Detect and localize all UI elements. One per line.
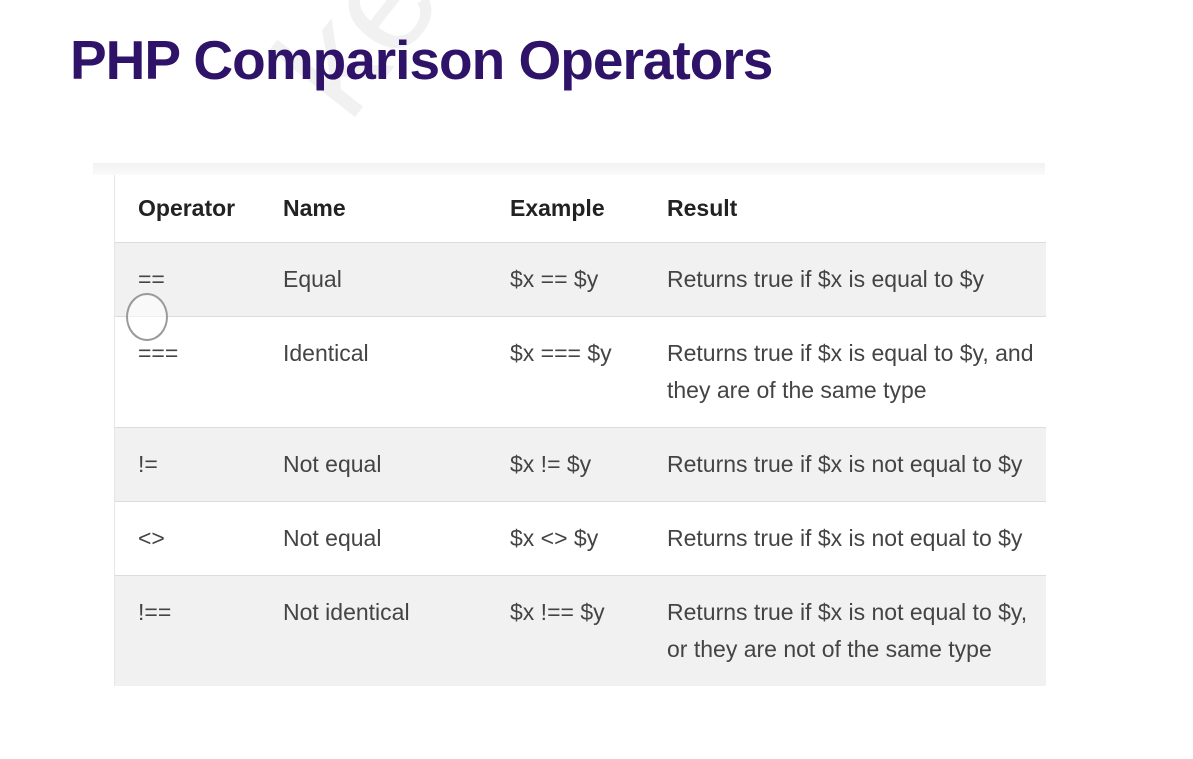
cell-example: $x != $y <box>497 427 654 502</box>
cell-operator: !== <box>115 575 270 686</box>
cell-name: Not identical <box>270 575 497 686</box>
page-title: PHP Comparison Operators <box>70 29 773 91</box>
table-row: !== Not identical $x !== $y Returns true… <box>115 575 1046 686</box>
mouse-cursor-highlight <box>126 293 168 341</box>
table-row: == Equal $x == $y Returns true if $x is … <box>115 242 1046 317</box>
cell-name: Identical <box>270 316 497 428</box>
cell-result: Returns true if $x is not equal to $y, o… <box>654 575 1046 686</box>
operators-table-container: Operator Name Example Result == Equal $x… <box>114 175 1046 686</box>
cell-name: Not equal <box>270 427 497 502</box>
table-top-shadow <box>93 163 1045 175</box>
table-row: <> Not equal $x <> $y Returns true if $x… <box>115 501 1046 576</box>
cell-result: Returns true if $x is equal to $y <box>654 242 1046 317</box>
operators-table: Operator Name Example Result == Equal $x… <box>115 175 1046 686</box>
cell-result: Returns true if $x is not equal to $y <box>654 427 1046 502</box>
cell-name: Equal <box>270 242 497 317</box>
table-row: != Not equal $x != $y Returns true if $x… <box>115 427 1046 502</box>
cell-example: $x !== $y <box>497 575 654 686</box>
header-result: Result <box>654 175 1046 243</box>
header-operator: Operator <box>115 175 270 243</box>
cell-result: Returns true if $x is equal to $y, and t… <box>654 316 1046 428</box>
table-header-row: Operator Name Example Result <box>115 175 1046 243</box>
cell-example: $x === $y <box>497 316 654 428</box>
header-name: Name <box>270 175 497 243</box>
header-example: Example <box>497 175 654 243</box>
cell-result: Returns true if $x is not equal to $y <box>654 501 1046 576</box>
cell-example: $x == $y <box>497 242 654 317</box>
cell-operator: != <box>115 427 270 502</box>
table-row: === Identical $x === $y Returns true if … <box>115 316 1046 428</box>
cell-name: Not equal <box>270 501 497 576</box>
cell-operator: <> <box>115 501 270 576</box>
cell-example: $x <> $y <box>497 501 654 576</box>
